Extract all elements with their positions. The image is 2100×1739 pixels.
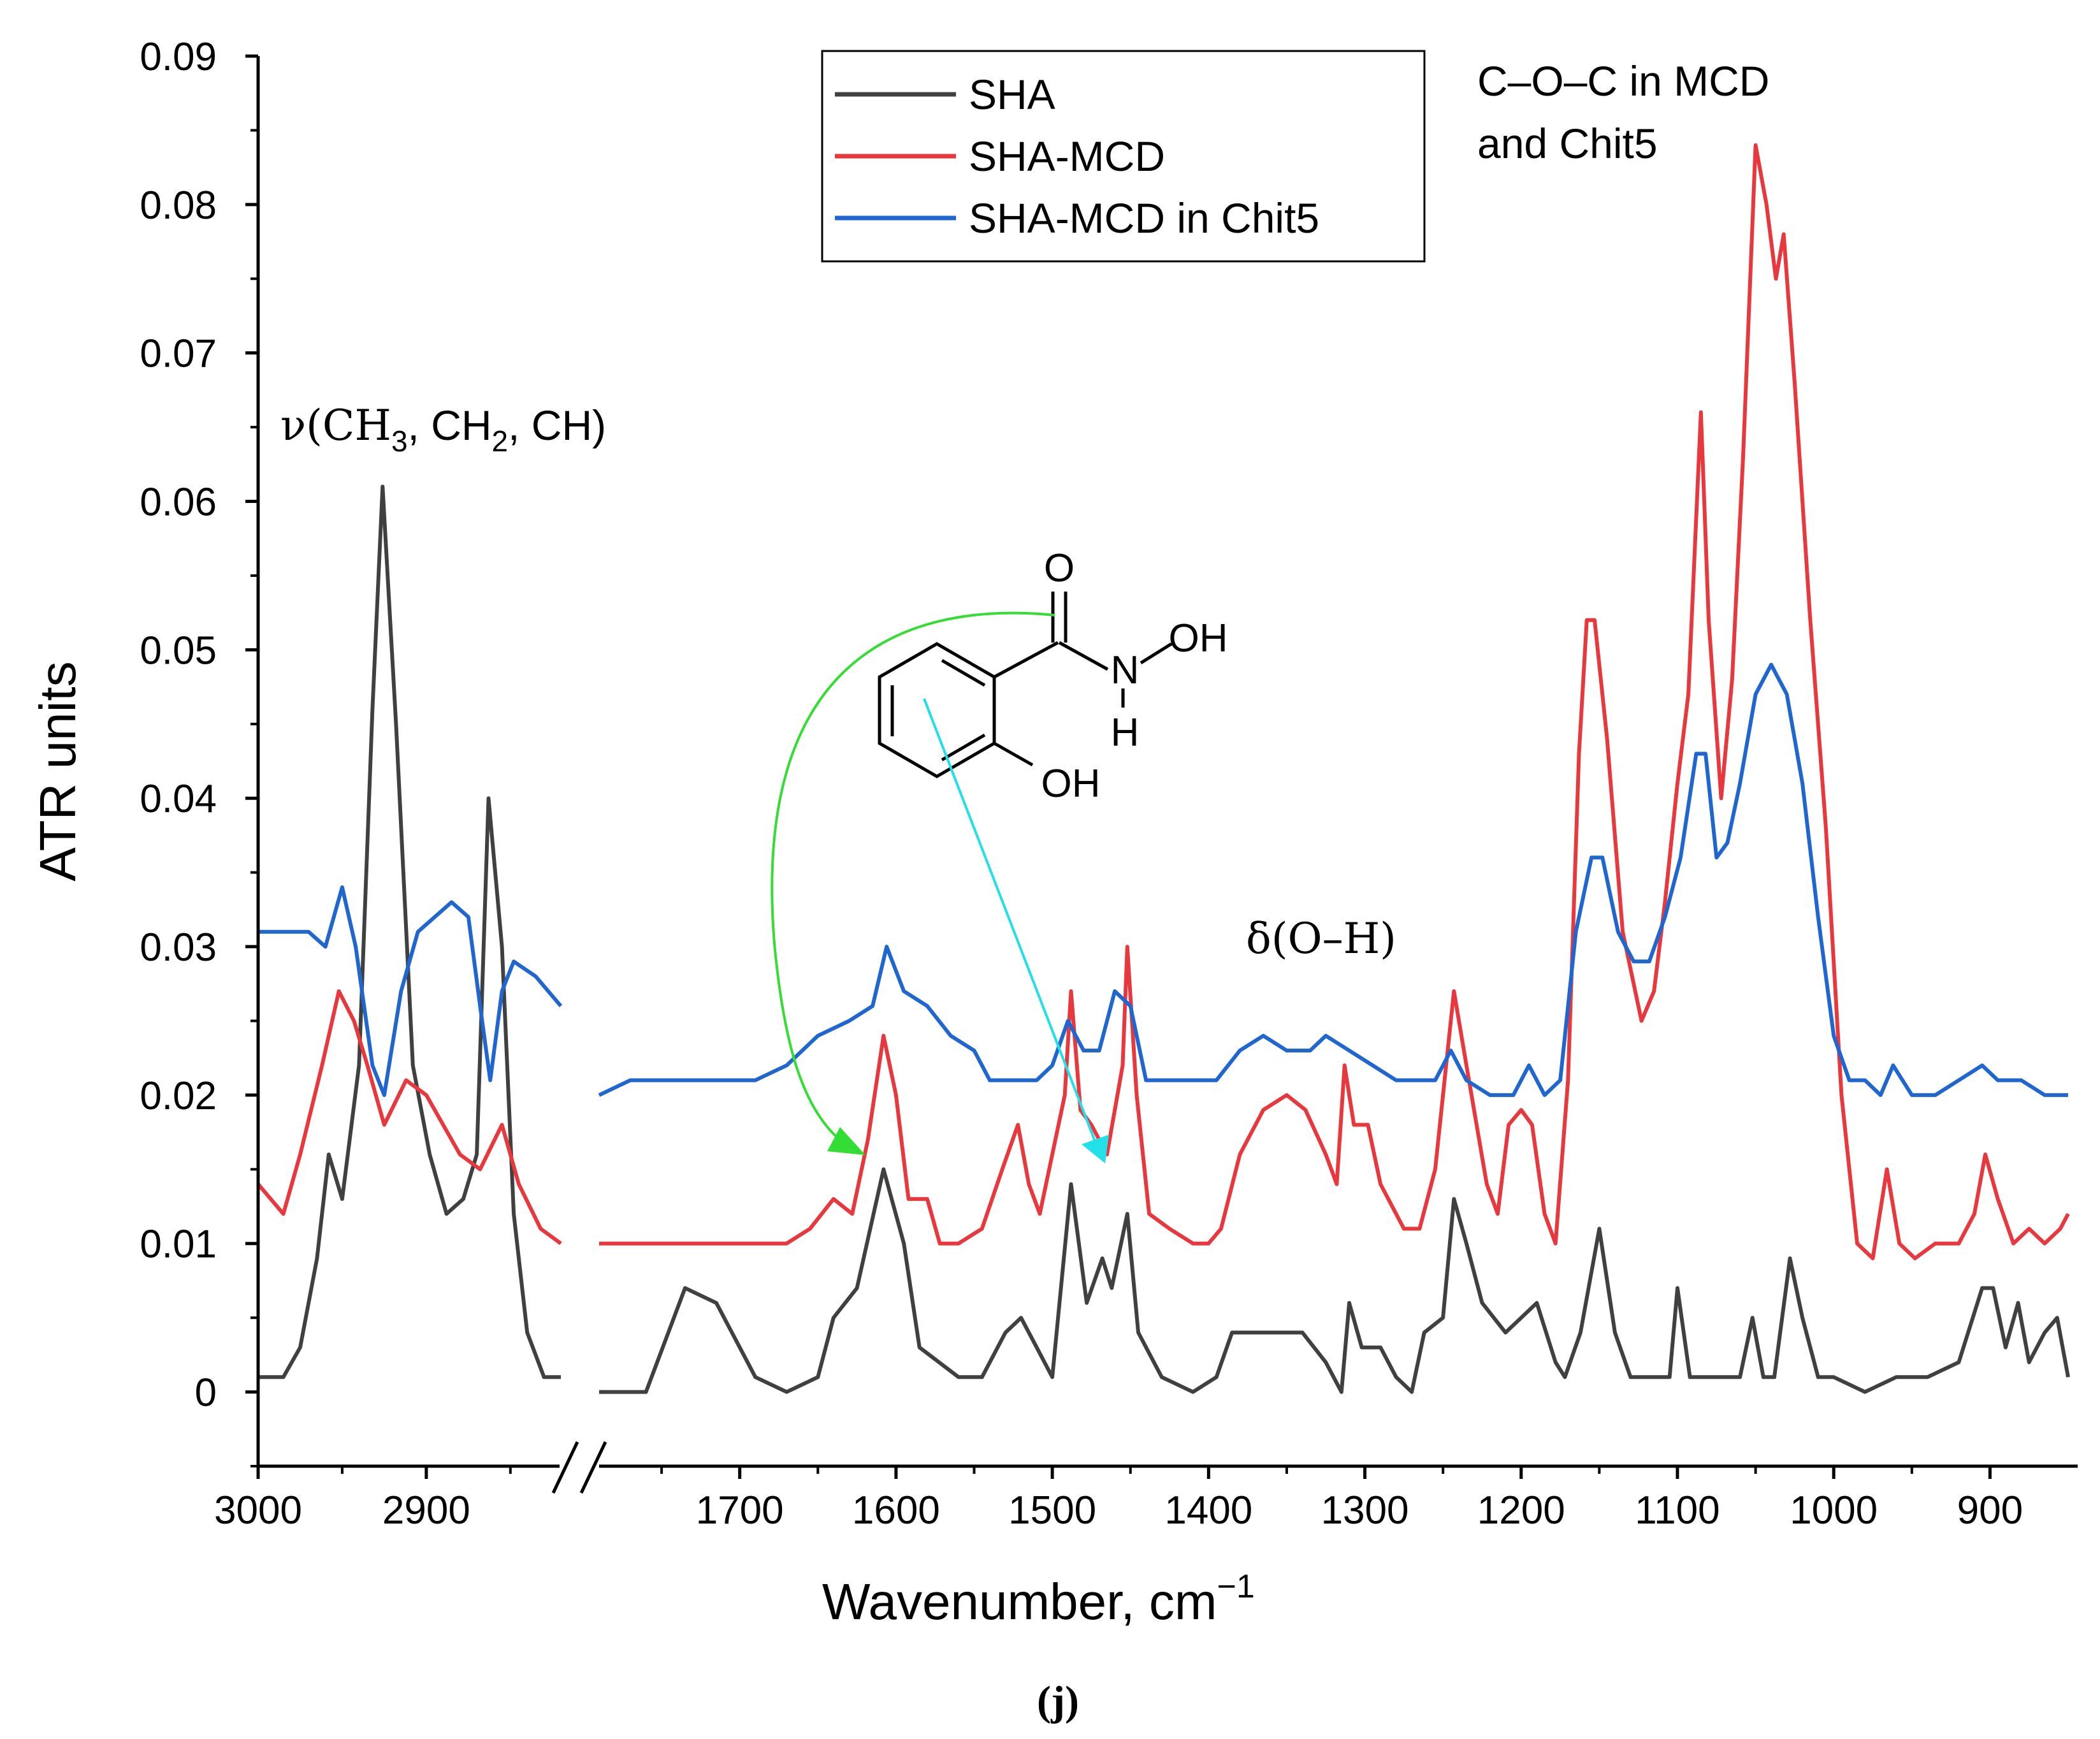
- x-tick-label: 1000: [1790, 1488, 1878, 1532]
- y-tick-label: 0.07: [140, 332, 217, 376]
- y-ticks: 0 0.01 0.02 0.03 0.04 0.05 0.06 0.07 0.08 0.09: [140, 35, 258, 1467]
- x-tick-label: 1300: [1321, 1488, 1409, 1532]
- y-tick-label: 0.06: [140, 481, 217, 525]
- series-layer: [256, 143, 2070, 1394]
- legend-label-sha: SHA: [969, 71, 1055, 118]
- series-line-sha-right: [599, 1167, 2070, 1394]
- label-n: N: [1111, 648, 1140, 692]
- arrows: [771, 611, 1109, 1163]
- series-line-sha-mcd-in-chit5-left: [258, 885, 563, 1097]
- y-tick-label: 0.01: [140, 1223, 217, 1267]
- annotation-coc-line2: and Chit5: [1477, 120, 1658, 167]
- y-tick-label: 0.04: [140, 777, 217, 821]
- label-oh-phenol: OH: [1041, 762, 1101, 806]
- series-line-sha-left: [258, 484, 561, 1379]
- y-tick-label: 0: [195, 1371, 217, 1415]
- cyan-arrow: [923, 698, 1096, 1142]
- legend-label-sha-mcd: SHA-MCD: [969, 133, 1165, 180]
- x-tick-label: 1200: [1477, 1488, 1565, 1532]
- x-tick-label: 2900: [382, 1488, 470, 1532]
- series-line-sha-mcd-in-chit5-right: [598, 662, 2068, 1097]
- label-carbonyl-o: O: [1044, 546, 1075, 590]
- structure-labels: O N OH H OH: [1041, 546, 1228, 806]
- x-tick-label: 3000: [214, 1488, 302, 1532]
- label-h: H: [1111, 711, 1140, 755]
- x-ticks: 3000 2900 1700 1600 1500 1400 1300 1200 1100 1000…: [214, 1466, 2023, 1532]
- series-line-sha-mcd-right: [599, 143, 2070, 1260]
- annotation-oh-bend: δ(O–H): [1246, 914, 1396, 963]
- x-tick-label: 1700: [696, 1488, 784, 1532]
- y-tick-label: 0.09: [140, 35, 217, 79]
- chemical-structure: [878, 592, 1173, 778]
- x-tick-label: 900: [1957, 1488, 2023, 1532]
- x-tick-label: 1600: [852, 1488, 940, 1532]
- x-axis-title: Wavenumber, cm−1: [822, 1568, 1255, 1630]
- axes: [256, 56, 2078, 1468]
- y-tick-label: 0.03: [140, 926, 217, 970]
- x-tick-label: 1100: [1635, 1488, 1720, 1532]
- annotation-ch-stretch: ν(CH3, CH2, CH): [280, 401, 606, 458]
- legend: SHA SHA-MCD SHA-MCD in Chit5: [821, 50, 1426, 263]
- figure-caption: (j): [1037, 1678, 1079, 1724]
- label-oh-amide: OH: [1169, 616, 1228, 660]
- legend-label-sha-mcd-chit5: SHA-MCD in Chit5: [969, 194, 1319, 242]
- green-arrow: [771, 611, 1055, 1142]
- annotation-coc-line1: C–O–C in MCD: [1477, 57, 1769, 105]
- y-tick-label: 0.05: [140, 629, 217, 673]
- y-tick-label: 0.02: [140, 1074, 217, 1118]
- x-tick-label: 1500: [1008, 1488, 1096, 1532]
- y-tick-label: 0.08: [140, 184, 217, 228]
- green-arrowhead: [827, 1127, 865, 1155]
- x-tick-label: 1400: [1164, 1488, 1252, 1532]
- series-line-sha-mcd-left: [256, 989, 562, 1246]
- y-axis-title: ATR units: [29, 661, 86, 881]
- axis-break-marks: [551, 1441, 607, 1494]
- cyan-arrowhead: [1082, 1135, 1109, 1163]
